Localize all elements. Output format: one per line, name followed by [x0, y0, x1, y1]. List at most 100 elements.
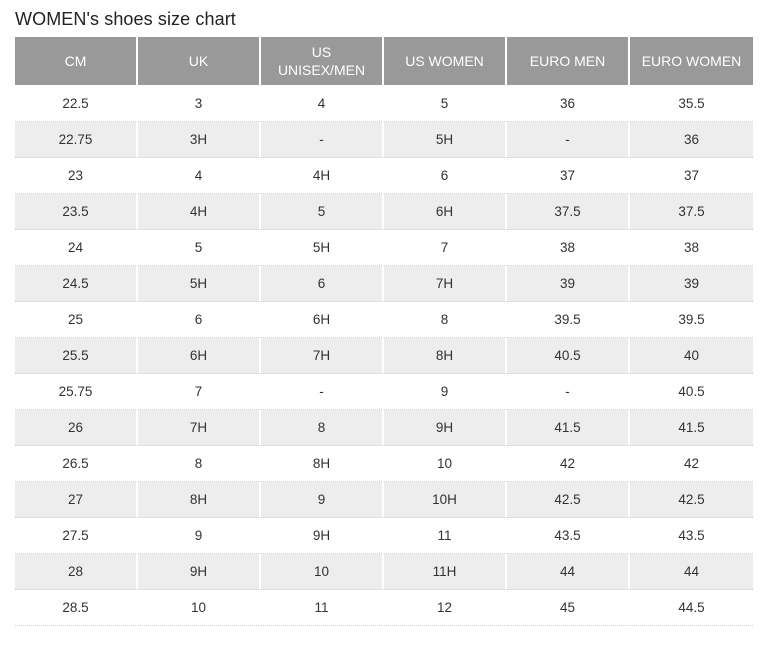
cell-euro-men: 45	[507, 590, 630, 626]
cell-cm: 25.5	[15, 338, 138, 374]
cell-cm: 27.5	[15, 518, 138, 554]
cell-euro-women: 37.5	[630, 194, 753, 230]
cell-euro-women: 41.5	[630, 410, 753, 446]
cell-euro-women: 43.5	[630, 518, 753, 554]
cell-euro-women: 44.5	[630, 590, 753, 626]
cell-euro-women: 35.5	[630, 85, 753, 122]
cell-euro-men: 39	[507, 266, 630, 302]
cell-us-women: 10H	[384, 482, 507, 518]
cell-euro-men: 41.5	[507, 410, 630, 446]
cell-cm: 23.5	[15, 194, 138, 230]
table-row: 28.5 10 11 12 45 44.5	[15, 590, 753, 626]
cell-euro-men: 42.5	[507, 482, 630, 518]
cell-cm: 22.5	[15, 85, 138, 122]
cell-us-women: 6H	[384, 194, 507, 230]
table-row: 26.5 8 8H 10 42 42	[15, 446, 753, 482]
cell-cm: 26	[15, 410, 138, 446]
page-title: WOMEN's shoes size chart	[15, 9, 236, 29]
cell-us-women: 6	[384, 158, 507, 194]
column-header-cm: CM	[15, 37, 138, 85]
table-body: 22.5 3 4 5 36 35.5 22.75 3H -5H -36 23 4 4H 6 37 37 23.5…	[15, 85, 753, 626]
cell-uk: 6H	[138, 338, 261, 374]
cell-uk: 7H	[138, 410, 261, 446]
table-row: 25.5 6H 7H 8H 40.5 40	[15, 338, 753, 374]
cell-cm: 22.75	[15, 122, 138, 158]
cell-uk: 10	[138, 590, 261, 626]
table-row: 22.5 3 4 5 36 35.5	[15, 85, 753, 122]
cell-euro-women: 39	[630, 266, 753, 302]
cell-euro-women: 37	[630, 158, 753, 194]
table-row: 28 9H 10 11H 44 44	[15, 554, 753, 590]
table-row: 23.5 4H 5 6H 37.5 37.5	[15, 194, 753, 230]
table-row: 22.75 3H -5H -36	[15, 122, 753, 158]
cell-cm: 26.5	[15, 446, 138, 482]
cell-cm: 24.5	[15, 266, 138, 302]
cell-uk: 6	[138, 302, 261, 338]
cell-us-unisex-men: 4H	[261, 158, 384, 194]
column-header-label: US WOMEN	[405, 53, 484, 69]
cell-cm: 28.5	[15, 590, 138, 626]
cell-us-unisex-men: 9H	[261, 518, 384, 554]
cell-uk: 4H	[138, 194, 261, 230]
cell-us-unisex-men: 10	[261, 554, 384, 590]
cell-euro-men: 39.5	[507, 302, 630, 338]
column-header-label: EURO MEN	[529, 53, 606, 69]
cell-euro-women: 44	[630, 554, 753, 590]
cell-us-women: 11	[384, 518, 507, 554]
cell-uk: 9	[138, 518, 261, 554]
cell-euro-women: 39.5	[630, 302, 753, 338]
cell-uk: 7	[138, 374, 261, 410]
cell-us-unisex-men: 5	[261, 194, 384, 230]
cell-cm: 24	[15, 230, 138, 266]
cell-us-unisex-men: 11	[261, 590, 384, 626]
cell-us-women: 7H	[384, 266, 507, 302]
cell-us-women: 9	[384, 374, 507, 410]
cell-euro-women: 36	[630, 122, 753, 158]
cell-uk: 4	[138, 158, 261, 194]
table-row: 27.5 9 9H 11 43.5 43.5	[15, 518, 753, 554]
cell-cm: 28	[15, 554, 138, 590]
table-row: 24.5 5H 6 7H 39 39	[15, 266, 753, 302]
cell-cm: 25.75	[15, 374, 138, 410]
cell-us-unisex-men: 6H	[261, 302, 384, 338]
cell-euro-men: 37.5	[507, 194, 630, 230]
cell-uk: 5	[138, 230, 261, 266]
cell-us-unisex-men: 9	[261, 482, 384, 518]
table-row: 25.75 7-9-40.5	[15, 374, 753, 410]
cell-euro-women: 42.5	[630, 482, 753, 518]
table-row: 23 4 4H 6 37 37	[15, 158, 753, 194]
table-row: 24 5 5H 7 38 38	[15, 230, 753, 266]
header-row: CM UK US UNISEX/MEN US WOMEN EURO MEN EUR…	[15, 37, 753, 85]
cell-euro-men: 38	[507, 230, 630, 266]
cell-us-unisex-men: -	[261, 374, 384, 410]
column-header-label: UK	[188, 53, 209, 69]
cell-euro-women: 40	[630, 338, 753, 374]
cell-us-women: 7	[384, 230, 507, 266]
cell-uk: 3	[138, 85, 261, 122]
cell-us-unisex-men: -	[261, 122, 384, 158]
cell-us-women: 12	[384, 590, 507, 626]
cell-us-women: 9H	[384, 410, 507, 446]
cell-cm: 25	[15, 302, 138, 338]
table-row: 27 8H 9 10H 42.5 42.5	[15, 482, 753, 518]
table-header: CM UK US UNISEX/MEN US WOMEN EURO MEN EUR…	[15, 37, 753, 85]
cell-us-women: 10	[384, 446, 507, 482]
cell-uk: 8	[138, 446, 261, 482]
column-header-label: CM	[64, 53, 87, 69]
cell-us-unisex-men: 5H	[261, 230, 384, 266]
cell-uk: 8H	[138, 482, 261, 518]
cell-us-women: 5H	[384, 122, 507, 158]
table-row: 25 6 6H 8 39.5 39.5	[15, 302, 753, 338]
cell-us-unisex-men: 4	[261, 85, 384, 122]
cell-us-unisex-men: 8H	[261, 446, 384, 482]
cell-us-unisex-men: 8	[261, 410, 384, 446]
cell-euro-men: 36	[507, 85, 630, 122]
cell-uk: 9H	[138, 554, 261, 590]
cell-euro-men: 42	[507, 446, 630, 482]
cell-euro-men: 37	[507, 158, 630, 194]
column-header-label: UNISEX/MEN	[277, 62, 366, 78]
cell-cm: 23	[15, 158, 138, 194]
cell-euro-women: 42	[630, 446, 753, 482]
cell-euro-men: -	[507, 122, 630, 158]
size-chart-table: CM UK US UNISEX/MEN US WOMEN EURO MEN EUR…	[15, 37, 753, 626]
